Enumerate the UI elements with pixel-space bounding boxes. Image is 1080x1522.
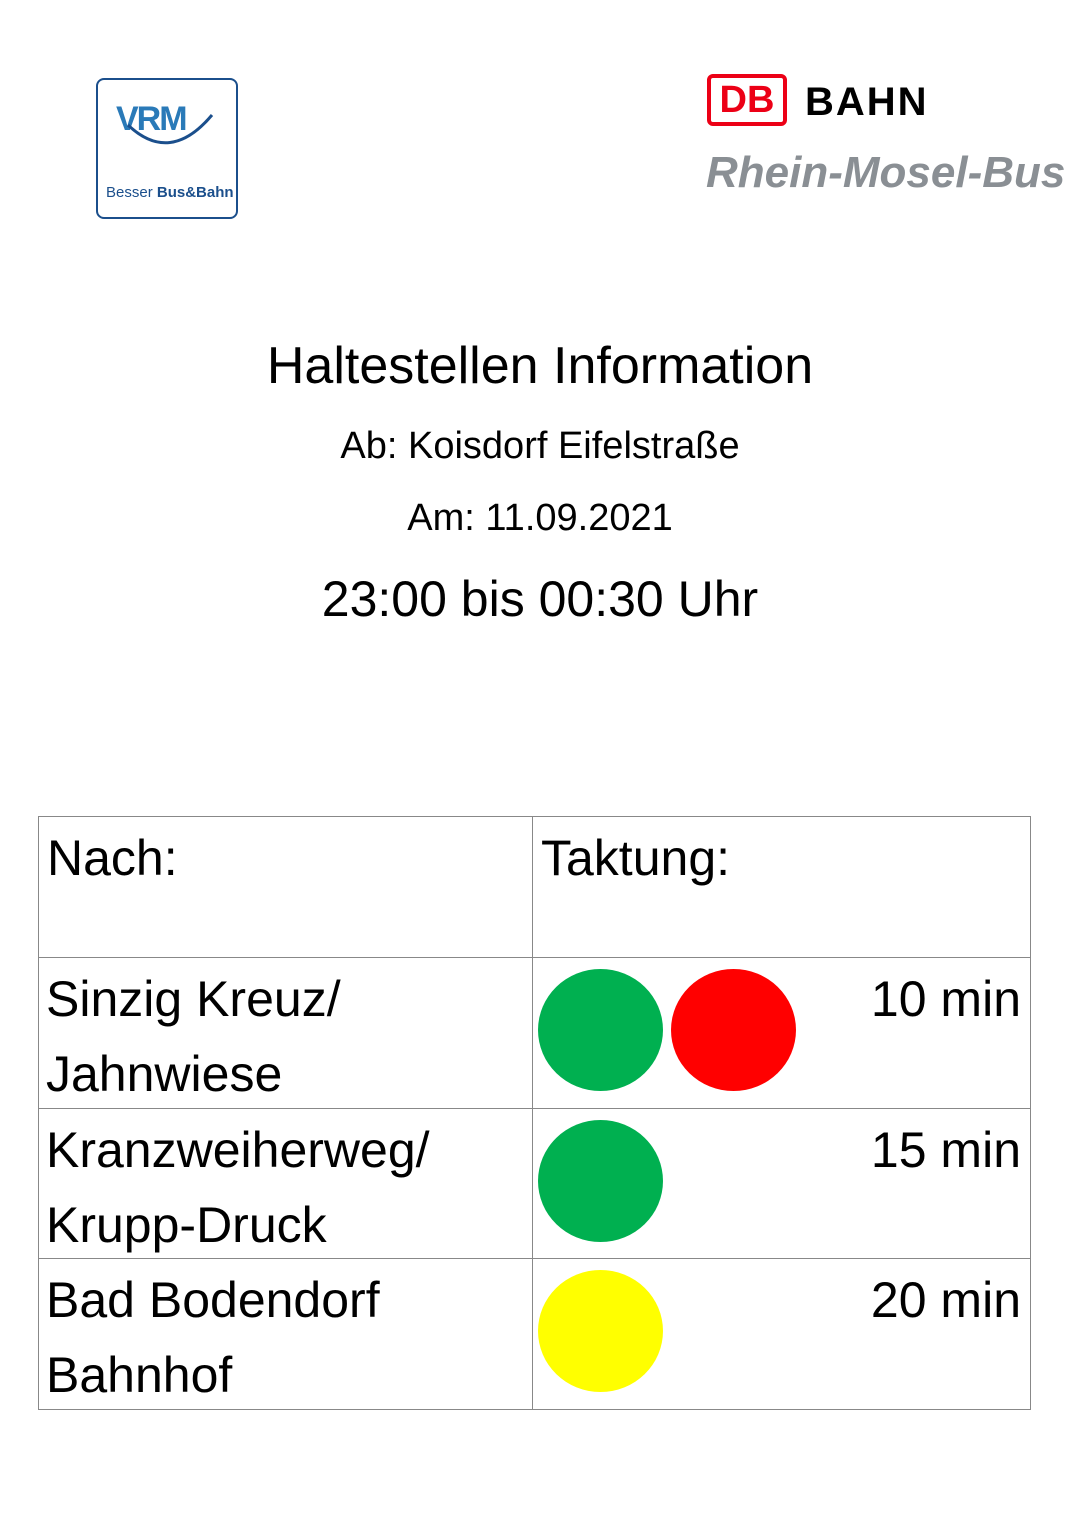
- tagline-bold: Bus&Bahn: [156, 184, 234, 201]
- column-header: Taktung:: [541, 830, 731, 886]
- destination-line: Bahnhof: [46, 1347, 233, 1403]
- frequency-dot: [538, 1270, 663, 1392]
- interval: 15 min: [870, 1122, 1021, 1178]
- db-subtitle: Rhein-Mosel-Bus: [706, 148, 1066, 197]
- db-mark: DB: [707, 74, 787, 126]
- title: Haltestellen Information: [266, 337, 814, 395]
- vrm-logo: VRM Besser Bus&Bahn: [96, 78, 238, 219]
- interval: 10 min: [870, 971, 1021, 1027]
- destination-line: Krupp-Druck: [46, 1197, 327, 1253]
- interval: 20 min: [870, 1272, 1021, 1328]
- frequency-dot: [671, 969, 796, 1091]
- from: Ab: Koisdorf Eifelstraße: [340, 425, 740, 467]
- tagline-regular: Besser: [106, 184, 153, 201]
- interval-cell: [532, 1258, 1031, 1410]
- vrm-swoosh: [126, 114, 214, 145]
- vrm-mark: VRM: [116, 100, 188, 138]
- destination-line: Sinzig Kreuz/: [46, 971, 341, 1027]
- vrm-tagline: Besser Bus&Bahn: [106, 184, 234, 201]
- db-word: BAHN: [805, 80, 929, 124]
- destination-line: Bad Bodendorf: [46, 1272, 380, 1328]
- column-header: Nach:: [47, 830, 178, 886]
- destination-line: Jahnwiese: [46, 1046, 283, 1102]
- frequency-dot: [538, 969, 663, 1091]
- time: 23:00 bis 00:30 Uhr: [321, 571, 759, 627]
- frequency-dot: [538, 1120, 663, 1242]
- destination-line: Kranzweiherweg/: [46, 1122, 430, 1178]
- date: Am: 11.09.2021: [407, 497, 673, 539]
